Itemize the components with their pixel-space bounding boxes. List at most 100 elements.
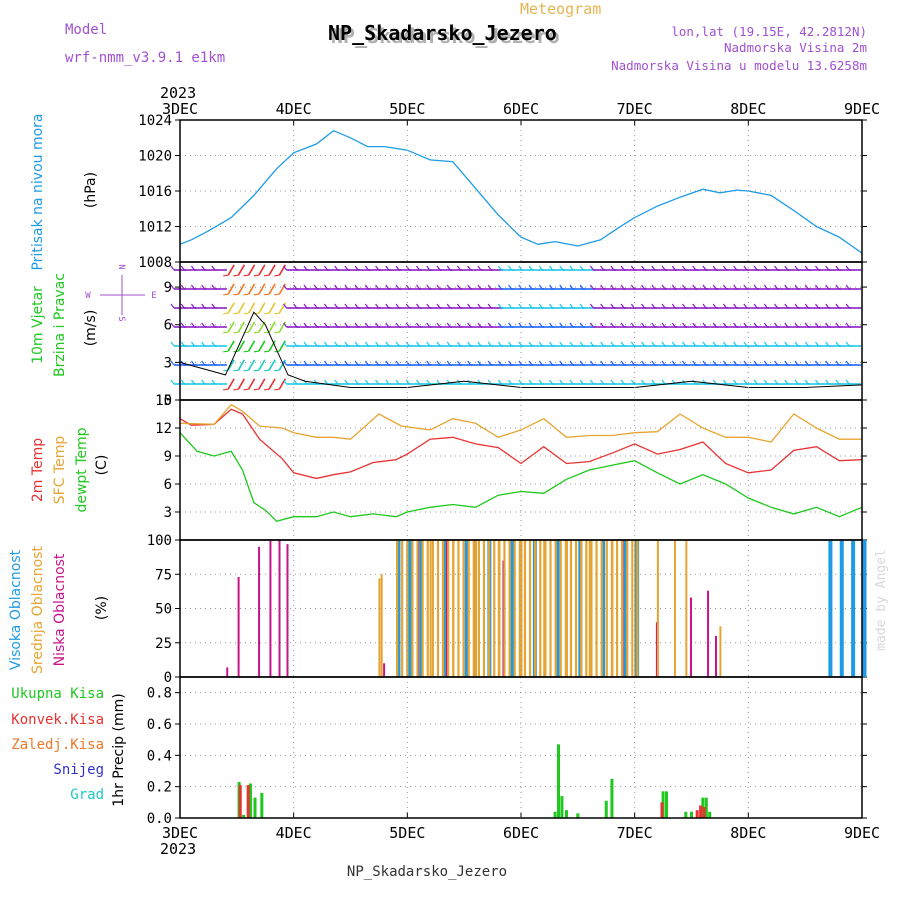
wind-barb-flag [497, 284, 502, 290]
station-title-shadow: NP_Skadarsko_Jezero [331, 24, 560, 48]
wind-barb-flag [722, 265, 727, 271]
wind-barb-flag [274, 331, 280, 334]
wind-barb-flag [528, 284, 533, 290]
wind-barb-flag [630, 341, 635, 347]
wind-barb-flag [600, 284, 605, 290]
wind-barb-flag [630, 379, 635, 385]
wind-barb-flag [313, 379, 318, 385]
wind-barb-flag [467, 341, 472, 347]
wind-barb-flag [845, 360, 850, 366]
wind-barb-flag [528, 341, 533, 347]
wind-barb-flag [845, 284, 850, 290]
wind-barb-flag [815, 322, 819, 328]
wind-barb-flag [211, 341, 216, 347]
temp-ytick-label: 9 [164, 449, 172, 465]
wind-barb-flag [487, 322, 492, 328]
wind-barb-flag [825, 303, 830, 309]
wind-barb-flag [293, 360, 298, 366]
cloud-ytick-label: 0 [164, 670, 172, 686]
wind-unit: (m/s) [83, 310, 99, 347]
cloud-bar [690, 597, 692, 677]
cloud-bar [442, 540, 445, 677]
wind-barb-flag [375, 265, 380, 271]
top-date-label: 9DEC [844, 100, 880, 118]
wind-barb-flag [233, 312, 239, 315]
wind-barb-flag [190, 322, 195, 328]
cloud-bar [411, 540, 414, 677]
wind-barb-flag [559, 265, 564, 271]
wind-barb-flag [641, 284, 646, 290]
wind-barb [258, 340, 266, 352]
wind-barb-flag [436, 284, 441, 290]
wind-barb-flag [784, 265, 789, 271]
cloud-bar [278, 540, 281, 677]
pressure-panel: Pritisak na nivou mora (hPa) [30, 113, 99, 270]
cloud-bar [475, 540, 478, 677]
wind-barb-flag [559, 379, 564, 385]
wind-barb-flag [508, 265, 513, 271]
wind-barb-flag [508, 303, 513, 309]
wind-barb-flag [456, 303, 461, 309]
wind-barb-flag [436, 265, 441, 271]
wind-barb-flag [712, 284, 717, 290]
cloud-bar [286, 544, 289, 677]
cloud-bar [396, 540, 401, 677]
wind-barb-flag [549, 322, 553, 328]
wind-ylabel-1: 10m Vjetar [30, 286, 46, 364]
wind-barb-flag [538, 360, 543, 366]
wind-ylabel-2: Brzina i Pravac [52, 273, 68, 377]
wind-barb-flag [763, 360, 768, 366]
wind-barb-flag [508, 341, 513, 347]
cloud-bar [523, 540, 527, 677]
model-elevation-label: Nadmorska Visina u modelu 13.6258m [611, 58, 867, 73]
cloud-bar [555, 540, 560, 677]
top-date-label: 7DEC [617, 100, 653, 118]
wind-barb-flag [426, 360, 431, 366]
top-date-label: 6DEC [503, 100, 539, 118]
wind-barb-flag [794, 265, 799, 271]
wind-barb-flag [579, 303, 584, 309]
precip-bar [704, 797, 708, 818]
temp-series-2 [179, 432, 863, 523]
wind-barb-flag [815, 379, 819, 385]
cloud-bar [269, 540, 272, 677]
wind-barb-flag [559, 322, 564, 328]
wind-barb [227, 321, 235, 333]
wind-barb-flag [293, 265, 298, 271]
wind-barb-flag [395, 265, 400, 271]
precip-bar [253, 797, 257, 818]
wind-barb [258, 302, 266, 314]
wind-barb-flag [344, 265, 349, 271]
wind-barb-flag [528, 360, 533, 366]
wind-barb-flag [610, 360, 615, 366]
wind-barb-flag [233, 388, 239, 391]
wind-barb-flag [641, 265, 646, 271]
wind-barb [258, 283, 266, 295]
wind-barb-flag [661, 341, 666, 347]
wind-barb-flag [416, 341, 420, 347]
wind-barb-flag [722, 360, 727, 366]
wind-barb-flag [426, 303, 431, 309]
cloud-bar [380, 574, 383, 677]
wind-barb-flag [416, 284, 420, 290]
wind-barb-flag [630, 265, 635, 271]
wind-barb-flag [753, 360, 758, 366]
wind-barb-flag [528, 265, 533, 271]
wind-barb-flag [712, 379, 717, 385]
precip-legend-conv: Konvek.Kisa [11, 712, 104, 728]
wind-barb-flag [190, 360, 195, 366]
precip-bar [246, 785, 250, 818]
wind-barb-flag [283, 303, 288, 309]
precip-legend-total: Ukupna Kisa [11, 686, 104, 702]
wind-barb [247, 264, 256, 276]
wind-barb-flag [180, 341, 185, 347]
cloud-bar [839, 540, 844, 677]
wind-barb [227, 378, 235, 390]
wind-barb-flag [303, 303, 308, 309]
cloud-bar [588, 540, 591, 677]
wind-barb-flag [497, 303, 502, 309]
wind-barb [268, 302, 276, 314]
wind-barb-flag [538, 303, 543, 309]
wind-barb-flag [467, 303, 472, 309]
wind-barb-flag [815, 303, 819, 309]
